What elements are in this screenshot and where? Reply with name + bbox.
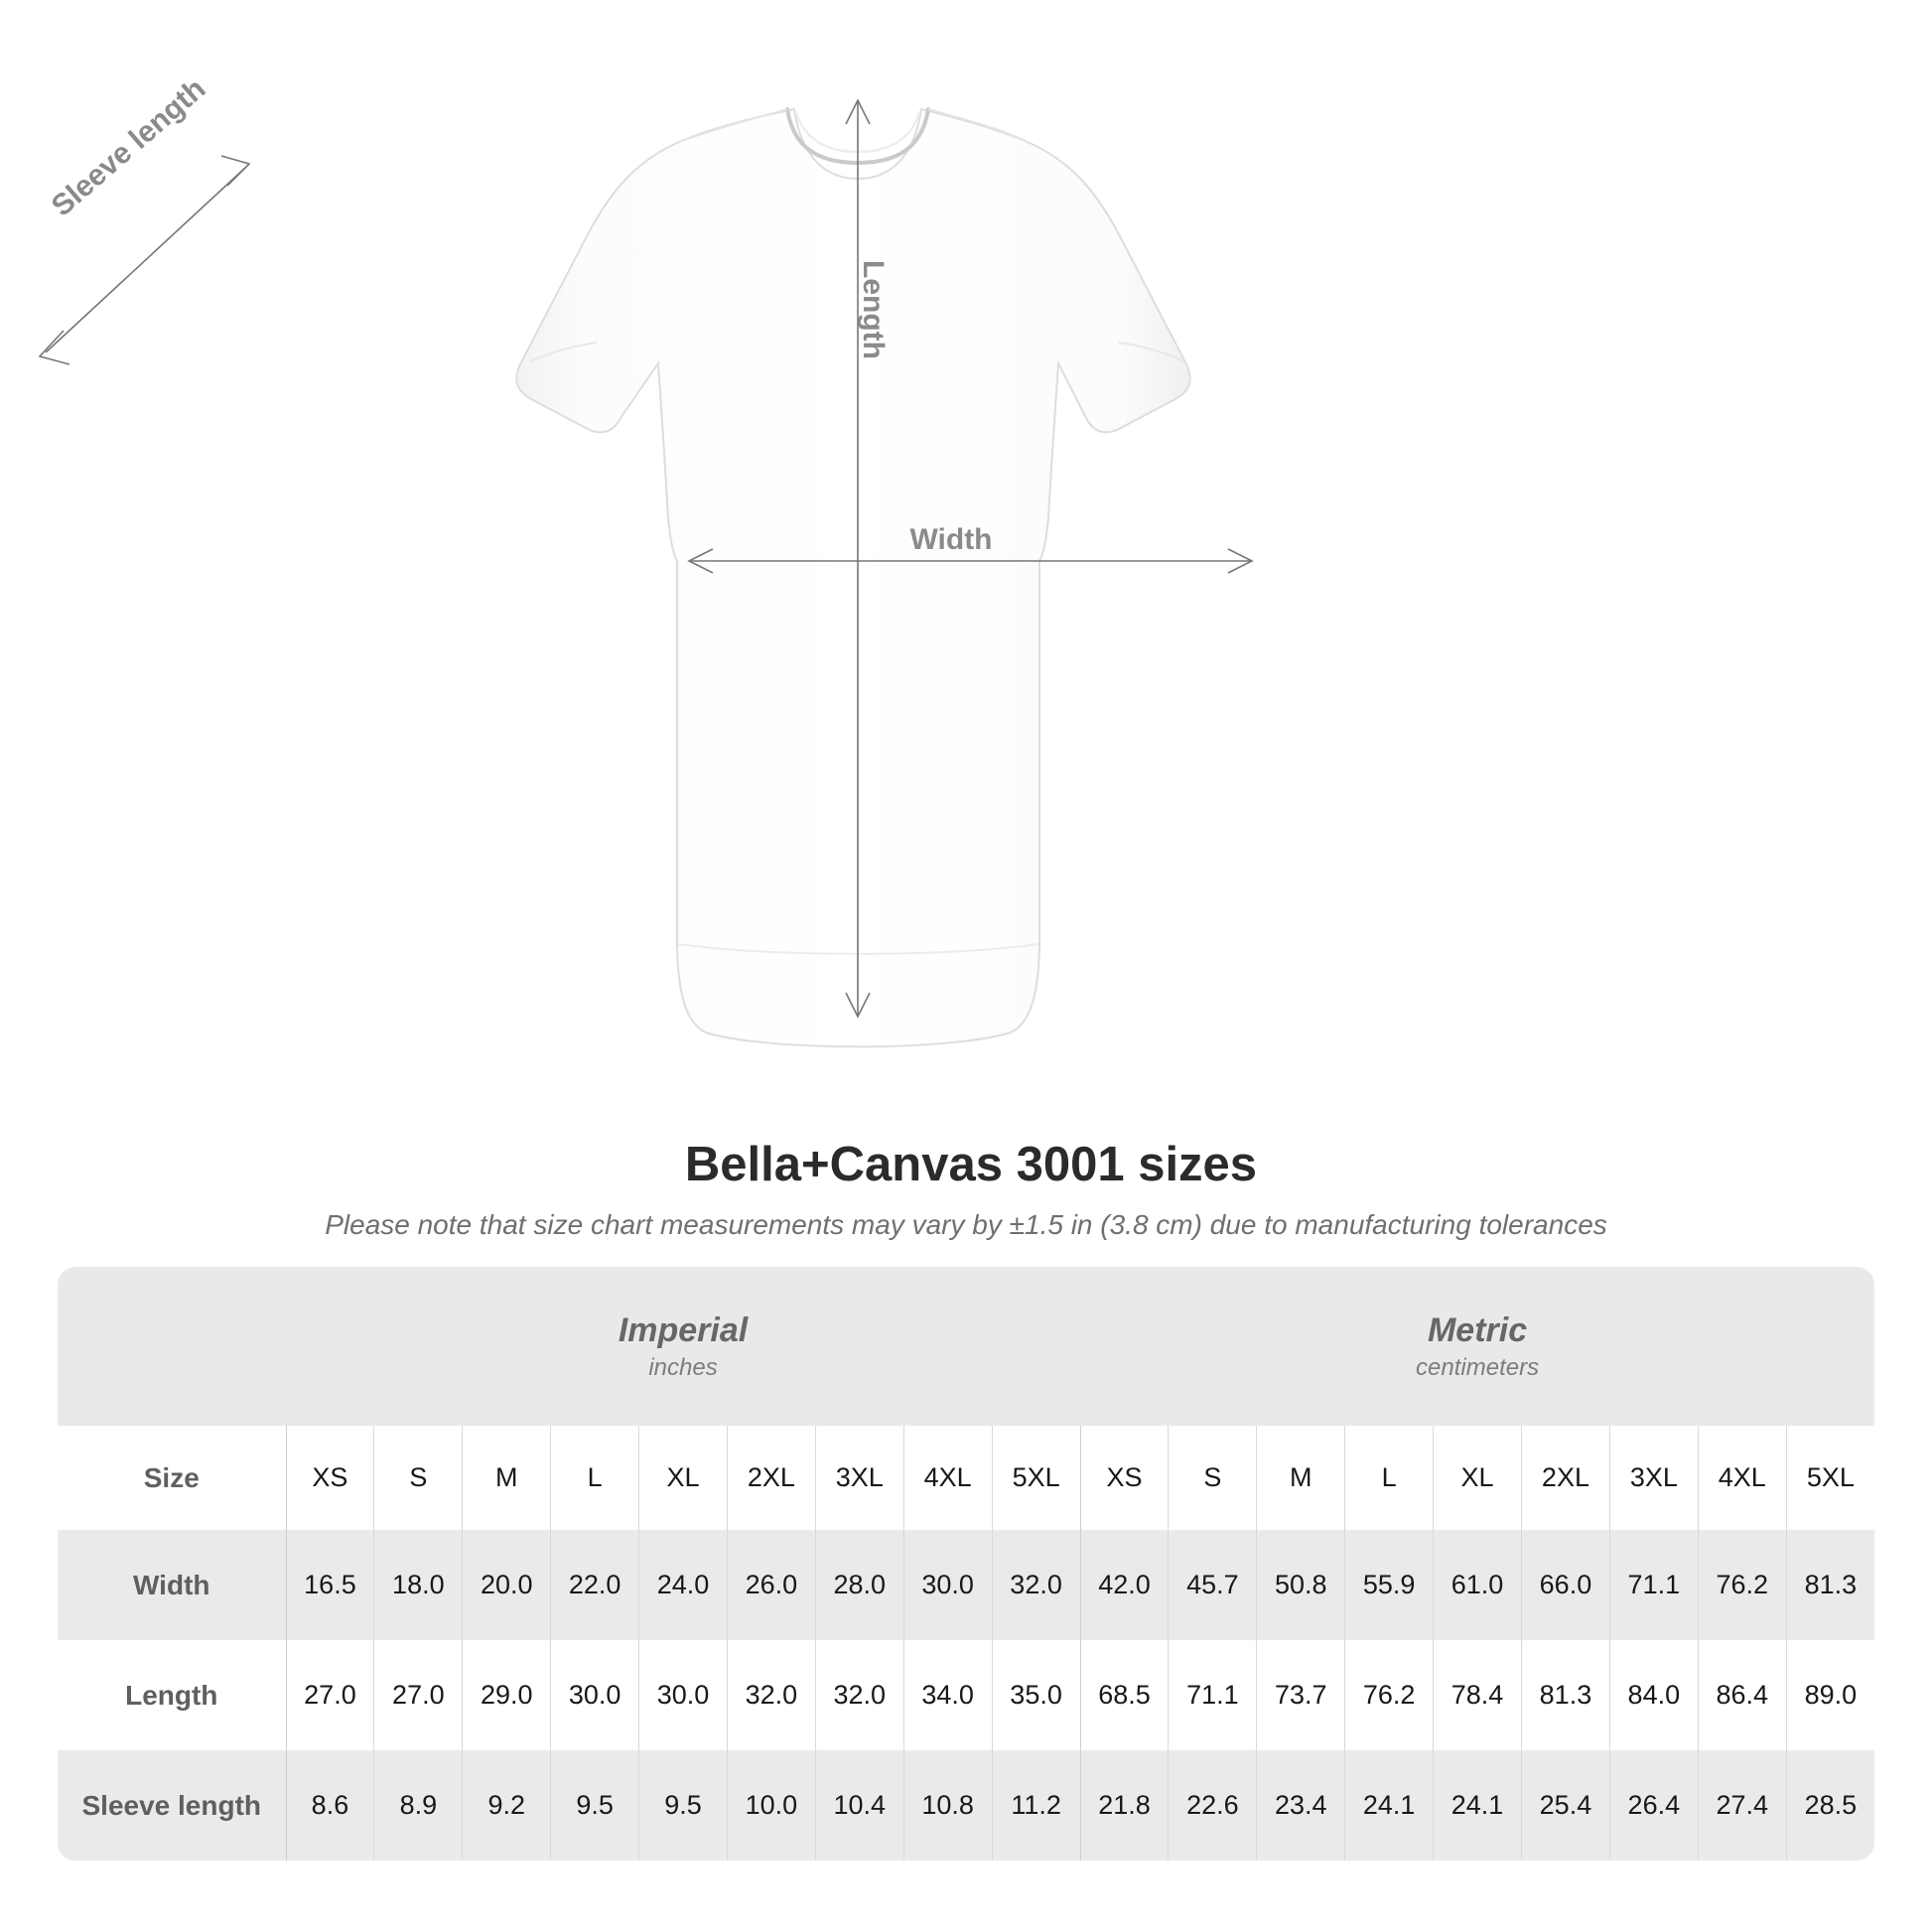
svg-text:Width: Width <box>909 523 992 556</box>
